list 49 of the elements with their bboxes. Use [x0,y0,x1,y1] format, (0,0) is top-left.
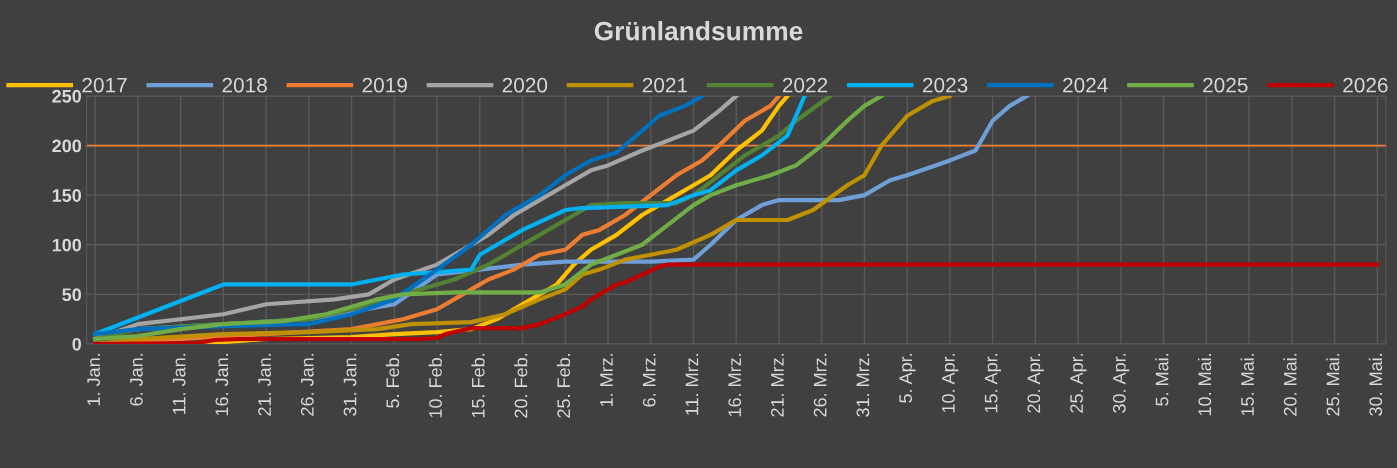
legend-label: 2020 [502,77,548,93]
x-tick-label: 26. Jan. [300,353,314,416]
x-tick-label: 16. Jan. [215,353,229,416]
x-tick-label: 20. Mai. [1283,353,1297,416]
legend-label: 2026 [1343,77,1388,93]
x-tick-label: 11. Mrz. [685,353,699,415]
x-tick-label: 10. Feb. [428,353,442,418]
x-tick-label: 25. Apr. [1070,353,1087,413]
x-tick-label: 20. Apr. [1027,353,1044,413]
x-tick-label: 15. Apr. [984,353,1002,413]
legend-label: 2019 [362,77,407,93]
x-tick-label: 6. Mrz. [642,353,656,407]
legend-label: 2018 [222,77,267,93]
x-tick-label: 5. Apr. [899,353,916,403]
x-tick-label: 31. Mrz. [856,353,870,417]
y-tick-label: 50 [62,288,82,302]
x-tick-label: 16. Mrz. [728,353,742,417]
y-tick-label: 200 [52,139,82,153]
legend-label: 2023 [922,77,968,93]
legend-label: 2022 [782,77,828,93]
x-tick-label: 15. Feb. [471,353,485,418]
x-tick-label: 30. Apr. [1112,353,1130,413]
x-tick-label: 1. Jan. [87,353,101,406]
y-tick-label: 150 [52,189,82,202]
x-tick-label: 5. Mai. [1155,353,1169,406]
x-tick-label: 11. Jan. [172,353,186,414]
x-tick-label: 31. Jan. [343,353,357,416]
x-tick-label: 10. Mai. [1197,353,1212,416]
legend-label: 2024 [1063,77,1108,93]
x-tick-label: 1. Mrz. [600,353,613,407]
x-tick-label: 25. Mai. [1326,353,1340,416]
line-series [93,262,1380,344]
y-tick-label: 0 [72,337,82,351]
x-tick-label: 15. Mai. [1240,353,1254,416]
x-tick-label: 20. Feb. [514,353,528,418]
x-tick-label: 5. Feb. [385,353,400,408]
x-tick-label: 21. Jan. [258,353,271,416]
x-tick-label: 10. Apr. [941,353,959,413]
x-tick-label: 21. Mrz. [771,353,784,417]
y-tick-label: 100 [52,238,82,252]
x-tick-label: 26. Mrz. [813,353,827,417]
legend-label: 2025 [1203,77,1248,93]
x-tick-label: 6. Jan. [129,353,143,406]
y-tick-label: 250 [52,89,82,103]
legend-label: 2021 [642,77,688,93]
chart-title: Grünlandsumme [594,21,803,41]
x-tick-label: 25. Feb. [556,353,571,418]
x-tick-label: 30. Mai. [1368,353,1383,416]
legend-label: 2017 [82,77,127,93]
